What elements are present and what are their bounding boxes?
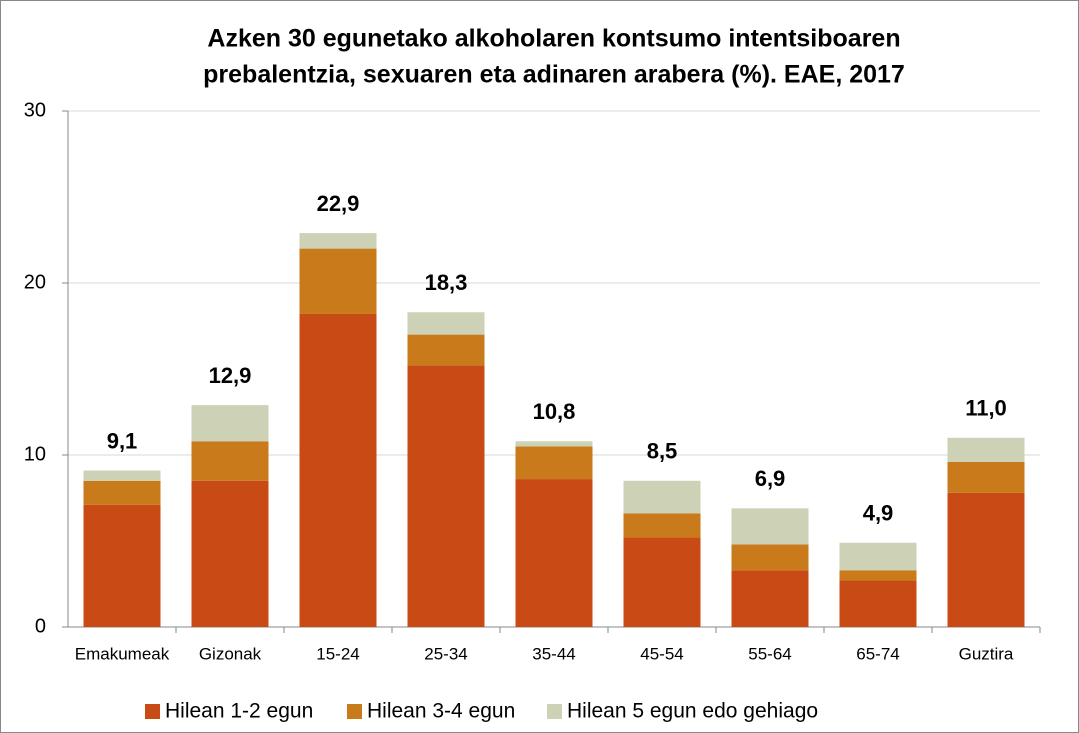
legend-label: Hilean 3-4 egun (367, 700, 515, 723)
legend-label: Hilean 5 egun edo gehiago (567, 700, 818, 723)
bar-segment (83, 470, 161, 481)
total-label: 4,9 (863, 501, 894, 526)
bar-segment (191, 441, 269, 481)
total-label: 22,9 (317, 191, 360, 216)
bar-segment (299, 233, 377, 249)
total-label: 6,9 (755, 466, 786, 491)
bar-segment (623, 480, 701, 514)
bar-segment (407, 365, 485, 627)
bar-segment (191, 480, 269, 627)
bar-segment (839, 580, 917, 627)
bar-segment (731, 570, 809, 627)
x-tick-label: 25-34 (424, 644, 467, 663)
legend-swatch (547, 704, 562, 719)
bar-segment (83, 480, 161, 505)
bar-segment (731, 508, 809, 545)
total-label: 18,3 (425, 270, 468, 295)
x-tick-label: 15-24 (316, 644, 359, 663)
bar-segment (947, 437, 1025, 462)
legend-label: Hilean 1-2 egun (165, 700, 313, 723)
chart-title: prebalentzia, sexuaren eta adinaren arab… (203, 61, 905, 89)
y-tick-label: 10 (24, 443, 46, 465)
bar-segment (299, 313, 377, 627)
total-label: 8,5 (647, 439, 678, 464)
chart-title: Azken 30 egunetako alkoholaren kontsumo … (207, 25, 900, 53)
bar-segment (839, 570, 917, 581)
legend-swatch (145, 704, 160, 719)
bar-segment (731, 544, 809, 571)
bar-segment (515, 441, 593, 447)
x-tick-label: Emakumeak (75, 644, 170, 663)
bar-segment (299, 248, 377, 314)
bar-segment (407, 334, 485, 366)
total-label: 11,0 (965, 396, 1007, 421)
total-label: 12,9 (209, 363, 252, 388)
bar-segment (839, 542, 917, 571)
x-tick-label: 45-54 (640, 644, 683, 663)
y-tick-label: 30 (24, 99, 46, 121)
y-tick-label: 20 (24, 271, 46, 293)
total-label: 10,8 (533, 399, 576, 424)
x-tick-label: Gizonak (199, 644, 262, 663)
y-tick-label: 0 (35, 615, 46, 637)
x-tick-label: 65-74 (856, 644, 899, 663)
bar-segment (515, 479, 593, 627)
x-tick-label: 35-44 (532, 644, 575, 663)
bar-segment (623, 537, 701, 627)
bar-segment (515, 446, 593, 480)
x-tick-label: Guztira (959, 644, 1014, 663)
bar-segment (947, 492, 1025, 627)
bar-segment (191, 405, 269, 442)
bar-segment (83, 504, 161, 627)
bar-segment (623, 513, 701, 538)
legend-swatch (347, 704, 362, 719)
total-label: 9,1 (107, 428, 138, 453)
x-tick-label: 55-64 (748, 644, 791, 663)
bar-segment (407, 312, 485, 335)
bar-segment (947, 461, 1025, 493)
